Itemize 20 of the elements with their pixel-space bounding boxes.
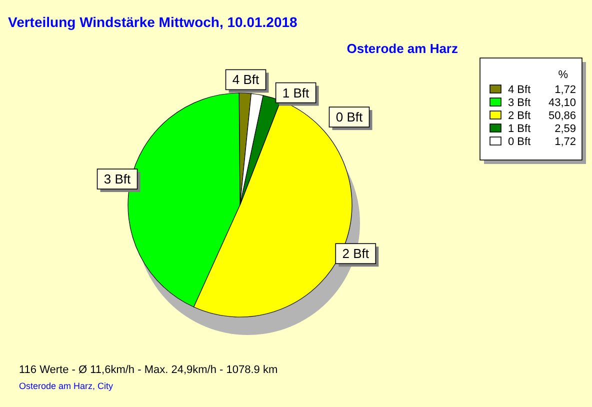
data-label: 50,86 — [548, 110, 576, 122]
legend-title: % — [558, 69, 568, 81]
data-label: 2,59 — [554, 123, 576, 135]
chart-subtitle: Osterode am Harz — [346, 41, 458, 56]
legend-label: 2 Bft — [508, 110, 531, 122]
category-label: 0 Bft — [336, 110, 363, 125]
data-label: 1,72 — [554, 136, 576, 148]
slice-label: 2 Bft — [342, 246, 370, 262]
text: 116 Werte - Ø 11,6km/h - Max. 24,9km/h - 1078.9 km — [19, 364, 278, 376]
data-label: 1,72 — [554, 84, 576, 96]
legend-label: 4 Bft — [508, 84, 531, 96]
legend-label: 0 Bft — [508, 136, 531, 148]
slice-label: 3 Bft — [104, 172, 132, 187]
text: Osterode am Harz, City — [19, 381, 114, 391]
chart-title: Verteilung Windstärke Mittwoch, 10.01.2018 — [8, 14, 298, 30]
slice-label: 4 Bft — [232, 72, 260, 88]
legend-label: 3 Bft — [508, 97, 531, 109]
slice-label: 1 Bft — [282, 85, 310, 100]
data-label: 43,10 — [548, 97, 576, 109]
legend-label: 1 Bft — [508, 123, 531, 135]
